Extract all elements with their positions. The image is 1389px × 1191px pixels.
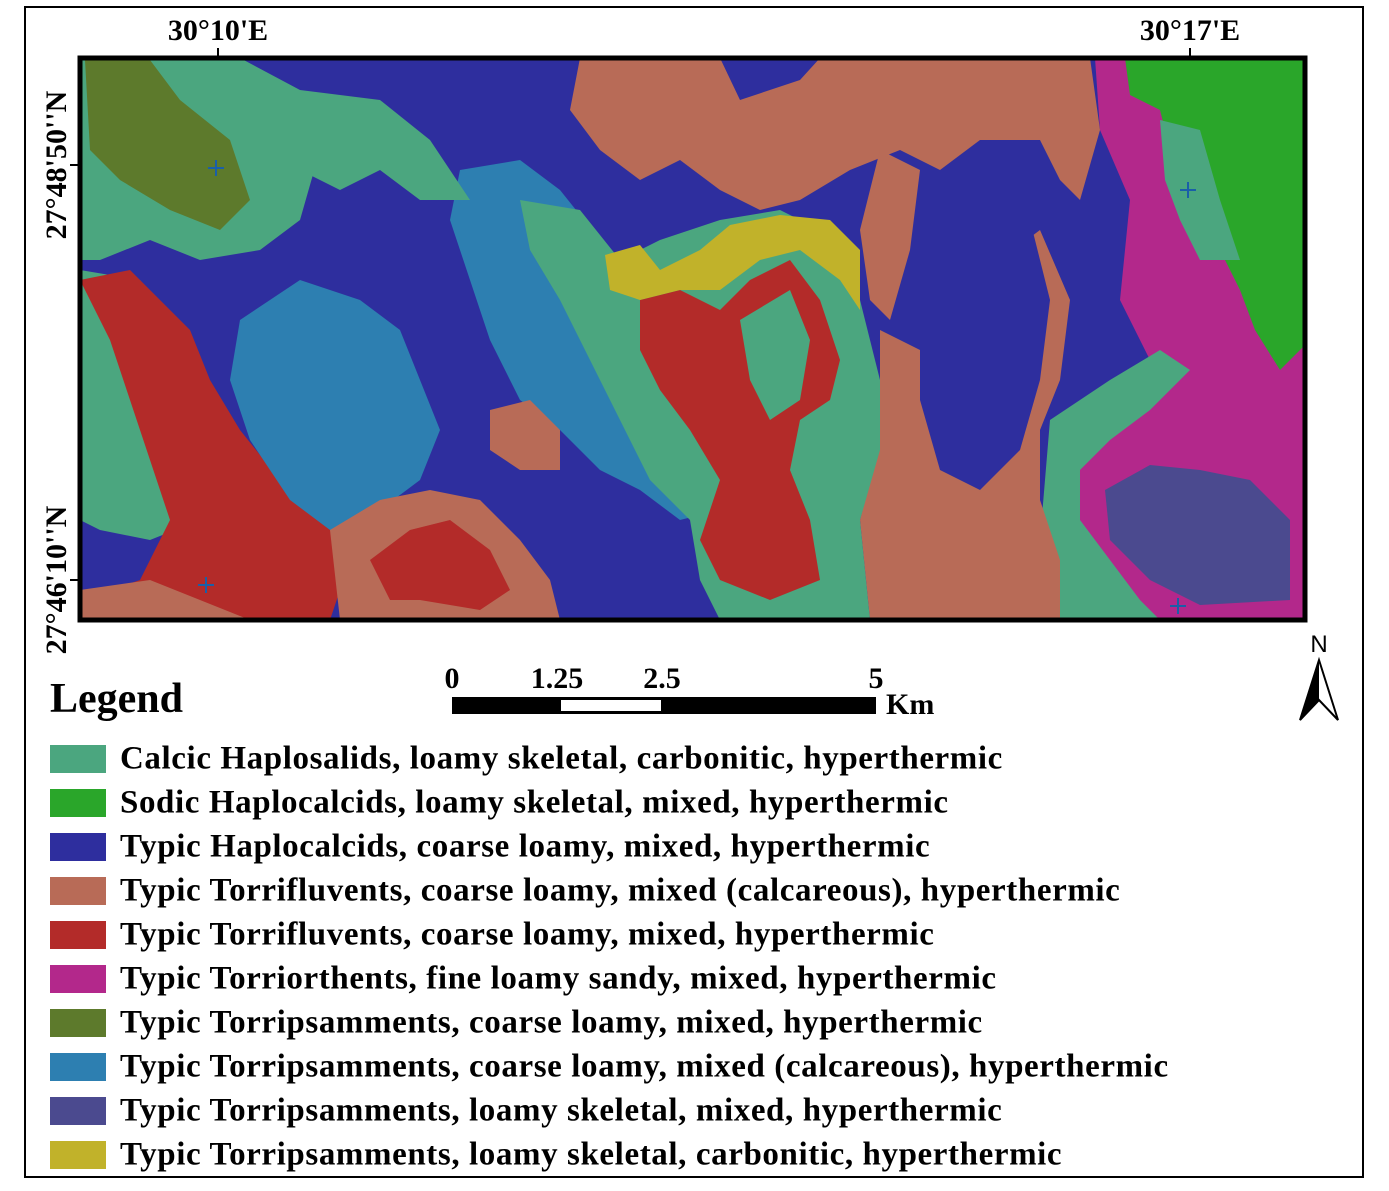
longitude-label: 30°10'E: [168, 14, 268, 47]
soil-region: [920, 180, 1050, 490]
north-label: N: [1310, 631, 1327, 658]
soil-map: [80, 58, 1305, 620]
legend-swatch: [50, 745, 106, 773]
graticule-crosses: [198, 160, 1196, 614]
legend-swatch: [50, 1009, 106, 1037]
legend-swatch: [50, 921, 106, 949]
soil-region: [80, 580, 250, 620]
legend-swatch: [50, 965, 106, 993]
soil-region: [740, 290, 810, 420]
legend-label: Typic Torripsamments, loamy skeletal, mi…: [120, 1093, 1002, 1129]
north-arrow: [1300, 660, 1319, 720]
soil-region: [370, 520, 510, 610]
latitude-label: 27°48'50''N: [40, 90, 73, 239]
map-frame: [77, 55, 1308, 623]
longitude-label: 30°17'E: [1140, 14, 1240, 47]
soil-region: [1040, 350, 1190, 620]
legend-title: Legend: [50, 676, 183, 722]
legend-swatch: [50, 1097, 106, 1125]
soil-region: [490, 400, 560, 470]
legend-label: Typic Torripsamments, loamy skeletal, ca…: [120, 1137, 1062, 1173]
soil-region: [85, 60, 250, 230]
legend-swatch: [50, 833, 106, 861]
legend-label: Typic Torrifluvents, coarse loamy, mixed…: [120, 873, 1120, 909]
legend: Calcic Haplosalids, loamy skeletal, carb…: [50, 741, 1169, 1173]
latitude-label: 27°46'10''N: [40, 505, 73, 654]
legend-label: Typic Torrifluvents, coarse loamy, mixed…: [120, 917, 935, 953]
scale-label: 0: [445, 662, 460, 695]
scale-label: 5: [869, 662, 884, 695]
legend-swatch: [50, 1053, 106, 1081]
scale-segment: [452, 697, 876, 714]
soil-region: [860, 150, 920, 320]
scale-unit: Km: [886, 688, 934, 721]
soil-region: [230, 280, 440, 530]
soil-region: [300, 90, 470, 200]
legend-swatch: [50, 877, 106, 905]
soil-region: [605, 215, 860, 310]
legend-label: Typic Torriorthents, fine loamy sandy, m…: [120, 961, 997, 997]
legend-swatch: [50, 789, 106, 817]
soil-region: [80, 270, 350, 620]
legend-label: Typic Torripsamments, coarse loamy, mixe…: [120, 1005, 983, 1041]
soil-region: [570, 58, 1100, 210]
soil-region: [1105, 465, 1290, 605]
legend-label: Typic Torripsamments, coarse loamy, mixe…: [120, 1049, 1169, 1085]
scale-label: 2.5: [643, 662, 681, 695]
legend-label: Sodic Haplocalcids, loamy skeletal, mixe…: [120, 785, 949, 821]
scale-bar: [452, 697, 876, 714]
soil-region: [1160, 120, 1240, 260]
legend-swatch: [50, 1141, 106, 1169]
scale-segment: [561, 700, 661, 711]
legend-label: Typic Haplocalcids, coarse loamy, mixed,…: [120, 829, 930, 865]
legend-label: Calcic Haplosalids, loamy skeletal, carb…: [120, 741, 1003, 777]
scale-label: 1.25: [531, 662, 584, 695]
